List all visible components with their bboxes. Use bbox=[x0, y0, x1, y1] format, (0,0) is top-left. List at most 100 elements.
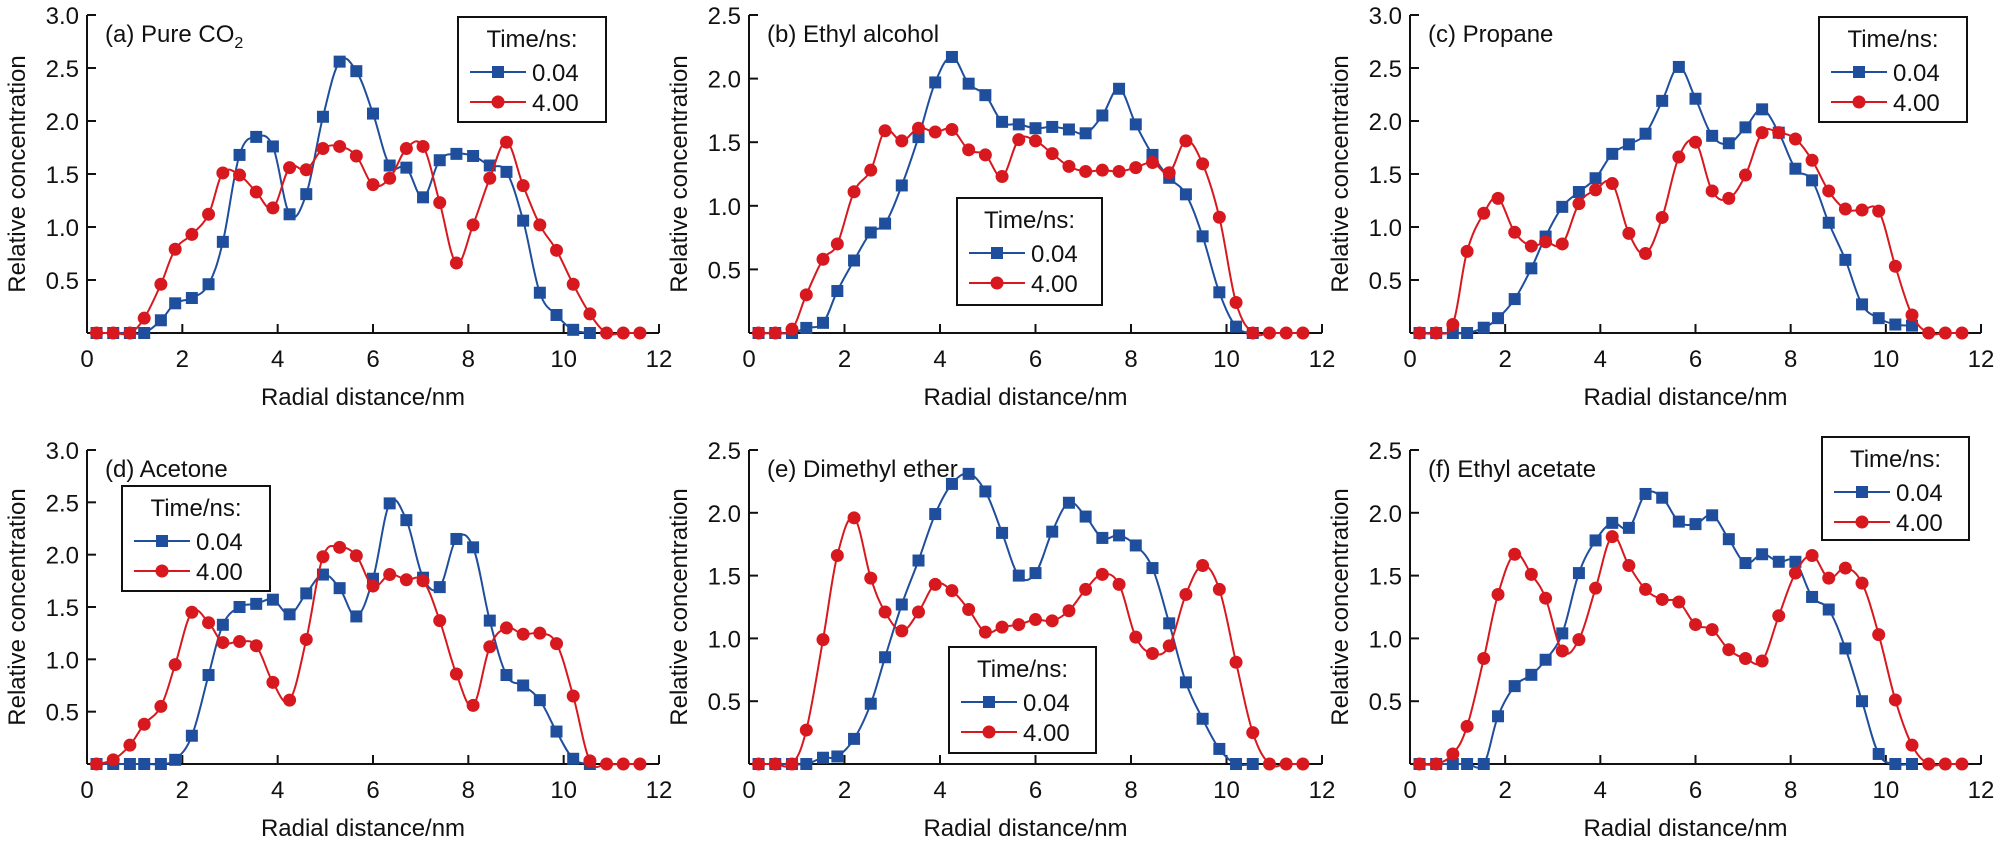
data-point-square bbox=[996, 115, 1009, 128]
data-point-circle bbox=[995, 170, 1009, 184]
data-point-square bbox=[300, 587, 313, 600]
data-point-circle bbox=[1179, 587, 1193, 601]
data-point-circle bbox=[1622, 226, 1636, 240]
data-point-square bbox=[185, 729, 198, 742]
y-tick-label: 1.5 bbox=[1369, 162, 1402, 189]
data-point-circle bbox=[912, 605, 926, 619]
x-tick-label: 0 bbox=[1403, 346, 1416, 373]
legend-entry-label: 4.00 bbox=[1023, 720, 1070, 747]
data-point-square bbox=[216, 235, 229, 248]
data-point-circle bbox=[1095, 163, 1109, 177]
data-point-square bbox=[979, 485, 992, 498]
legend-marker-circle bbox=[990, 276, 1004, 290]
data-point-circle bbox=[1296, 326, 1310, 340]
data-point-circle bbox=[752, 757, 766, 771]
y-tick-label: 0.5 bbox=[1369, 268, 1402, 295]
data-point-square bbox=[912, 554, 925, 567]
data-point-square bbox=[1722, 533, 1735, 546]
data-point-circle bbox=[1639, 247, 1653, 260]
x-tick-label: 8 bbox=[1124, 346, 1137, 373]
data-point-circle bbox=[785, 757, 799, 771]
data-point-circle bbox=[1855, 203, 1869, 217]
data-point-square bbox=[1113, 529, 1126, 542]
y-axis-label: Relative concentration bbox=[666, 488, 693, 725]
data-point-square bbox=[283, 208, 296, 221]
panel-a: 0 2 4 6 8 10 12 0.5 1.0 1.5 2.0 2.5 3.0 Radial distan… bbox=[4, 3, 672, 411]
data-point-square bbox=[848, 732, 861, 745]
y-tick-label: 1.5 bbox=[708, 564, 741, 591]
data-point-circle bbox=[1179, 134, 1193, 148]
x-tick-label: 6 bbox=[366, 777, 379, 804]
data-point-square bbox=[1672, 60, 1685, 73]
data-point-circle bbox=[1872, 204, 1886, 218]
data-point-square bbox=[1656, 491, 1669, 504]
legend-title: Time/ns: bbox=[977, 656, 1068, 683]
data-point-circle bbox=[1788, 566, 1802, 580]
data-point-circle bbox=[864, 163, 878, 177]
legend-entry-label: 4.00 bbox=[1893, 90, 1940, 117]
data-point-square bbox=[1556, 627, 1569, 640]
panel-title: (f) Ethyl acetate bbox=[1428, 456, 1596, 483]
data-point-square bbox=[1012, 118, 1025, 131]
data-point-square bbox=[333, 582, 346, 595]
data-point-circle bbox=[799, 288, 813, 302]
data-point-circle bbox=[1524, 567, 1538, 581]
data-point-circle bbox=[1872, 628, 1886, 642]
data-point-circle bbox=[154, 277, 168, 291]
x-tick-label: 2 bbox=[1498, 777, 1511, 804]
data-point-circle bbox=[106, 326, 120, 340]
data-point-square bbox=[1062, 496, 1075, 509]
data-point-circle bbox=[1572, 197, 1586, 211]
x-tick-label: 8 bbox=[1784, 346, 1797, 373]
series-4-00 bbox=[752, 121, 1310, 340]
data-point-circle bbox=[1229, 655, 1243, 669]
data-point-circle bbox=[1262, 326, 1276, 340]
data-point-circle bbox=[1029, 613, 1042, 627]
data-point-circle bbox=[945, 584, 959, 598]
legend: Time/ns: 0.04 4.00 bbox=[948, 646, 1097, 754]
data-point-square bbox=[1706, 509, 1719, 522]
y-tick-label: 1.0 bbox=[1369, 626, 1402, 653]
legend-box bbox=[1821, 436, 1970, 541]
data-point-circle bbox=[566, 277, 580, 291]
data-point-square bbox=[1213, 286, 1226, 299]
data-point-circle bbox=[583, 754, 597, 768]
data-point-circle bbox=[1822, 184, 1836, 198]
data-point-square bbox=[996, 526, 1009, 539]
legend-title: Time/ns: bbox=[1850, 446, 1941, 473]
data-point-square bbox=[1672, 515, 1685, 528]
data-point-square bbox=[1539, 653, 1552, 666]
data-point-circle bbox=[1905, 308, 1919, 322]
data-point-circle bbox=[600, 326, 614, 340]
data-point-circle bbox=[895, 134, 909, 148]
data-point-square bbox=[316, 110, 329, 123]
data-point-square bbox=[154, 314, 167, 327]
data-point-square bbox=[1822, 216, 1835, 229]
data-point-circle bbox=[1196, 559, 1210, 573]
data-point-circle bbox=[1888, 259, 1902, 273]
data-point-circle bbox=[1012, 618, 1026, 632]
y-tick-label: 1.5 bbox=[708, 130, 741, 157]
data-point-square bbox=[1029, 122, 1042, 135]
data-point-circle bbox=[895, 624, 909, 638]
data-point-square bbox=[1889, 318, 1902, 331]
data-point-circle bbox=[864, 571, 878, 585]
legend: Time/ns: 0.04 4.00 bbox=[1818, 16, 1968, 123]
data-point-square bbox=[500, 669, 513, 682]
data-point-circle bbox=[349, 549, 363, 563]
legend-box bbox=[1818, 16, 1968, 123]
data-point-circle bbox=[1460, 719, 1474, 733]
data-point-square bbox=[417, 191, 430, 204]
data-point-circle bbox=[928, 577, 942, 591]
legend-box bbox=[948, 646, 1097, 754]
data-point-square bbox=[1906, 319, 1919, 332]
data-point-circle bbox=[185, 605, 199, 619]
series-0-04 bbox=[90, 497, 596, 770]
data-point-circle bbox=[1955, 326, 1969, 340]
x-tick-label: 4 bbox=[1594, 346, 1607, 373]
data-point-circle bbox=[768, 757, 782, 771]
data-point-circle bbox=[233, 635, 247, 649]
x-tick-label: 4 bbox=[271, 346, 284, 373]
data-point-square bbox=[1872, 747, 1885, 760]
data-point-square bbox=[533, 286, 546, 299]
